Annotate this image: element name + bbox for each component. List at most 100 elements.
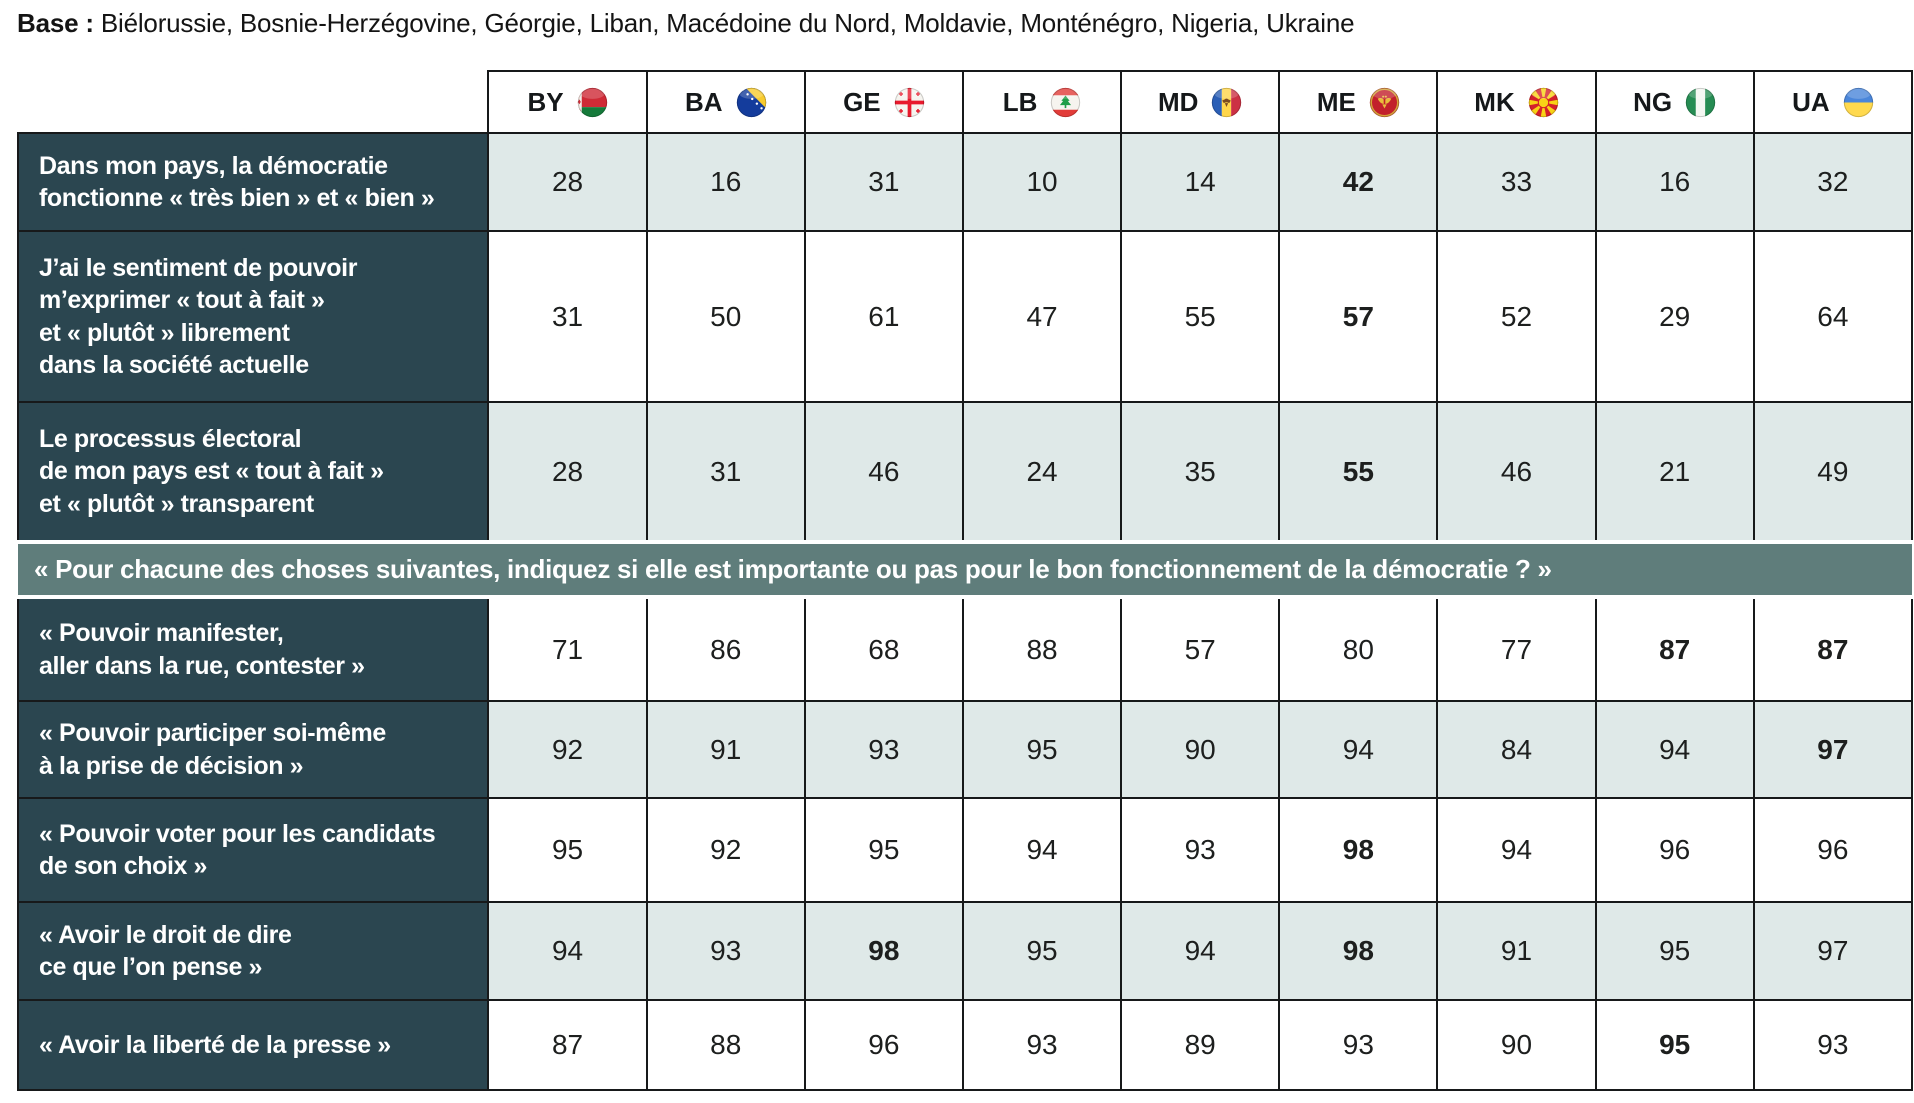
value-cell: 98 (803, 901, 964, 1001)
column-header-content: GE (843, 87, 925, 118)
lebanon-flag-icon (1050, 87, 1081, 118)
value-cell: 32 (1752, 132, 1914, 232)
table-row: « Avoir la liberté de la presse » 87 88 96 9… (16, 999, 1914, 1091)
value-cell: 71 (487, 596, 648, 702)
bosnia-herzegovina-flag-icon (736, 87, 767, 118)
table-row: « Pouvoir participer soi-même à la prise… (16, 700, 1914, 799)
value-cell: 50 (645, 230, 806, 403)
value-cell: 96 (803, 999, 964, 1091)
value-cell: 33 (1436, 132, 1597, 232)
column-header-content: BA (685, 87, 767, 118)
country-code-label: MD (1157, 86, 1199, 117)
table-row: « Pouvoir manifester, aller dans la rue,… (16, 596, 1914, 702)
country-code-label: NG (1633, 86, 1673, 117)
value-cell: 14 (1120, 132, 1281, 232)
column-header-ua: UA (1752, 70, 1914, 134)
value-cell: 90 (1436, 999, 1597, 1091)
row-label: J’ai le sentiment de pouvoir m’exprimer … (16, 230, 490, 403)
base-line: Base : Biélorussie, Bosnie-Herzégovine, … (0, 0, 1914, 39)
value-cell: 64 (1752, 230, 1914, 403)
value-cell: 98 (1278, 797, 1439, 903)
value-cell: 96 (1594, 797, 1755, 903)
value-cell: 52 (1436, 230, 1597, 403)
value-cell: 87 (1752, 596, 1914, 702)
value-cell: 91 (645, 700, 806, 799)
value-cell: 93 (1120, 797, 1281, 903)
value-cell: 86 (645, 596, 806, 702)
header-row: BY BA GE LB MD ME MK NG UA (18, 70, 1914, 134)
value-cell: 95 (961, 901, 1123, 1001)
north-macedonia-flag-icon (1528, 87, 1559, 118)
row-label: Le processus électoral de mon pays est «… (16, 401, 490, 543)
column-header-ge: GE (803, 70, 964, 134)
value-cell: 77 (1436, 596, 1597, 702)
nigeria-flag-icon (1685, 87, 1716, 118)
corner-cell (18, 71, 489, 133)
value-cell: 94 (1120, 901, 1281, 1001)
column-header-content: ME (1317, 87, 1400, 118)
row-label: « Pouvoir voter pour les candidats de so… (16, 797, 490, 903)
value-cell: 16 (645, 132, 806, 232)
base-label: Base : (17, 8, 94, 38)
value-cell: 46 (1436, 401, 1597, 543)
country-code-label: BA (684, 86, 723, 117)
column-header-md: MD (1120, 70, 1281, 134)
value-cell: 92 (487, 700, 648, 799)
value-cell: 61 (803, 230, 964, 403)
value-cell: 94 (1278, 700, 1439, 799)
value-cell: 57 (1278, 230, 1439, 403)
value-cell: 87 (487, 999, 648, 1091)
value-cell: 94 (961, 797, 1123, 903)
country-code-label: GE (843, 86, 881, 117)
column-header-lb: LB (961, 70, 1123, 134)
table-row: « Avoir le droit de dire ce que l’on pen… (16, 901, 1914, 1001)
value-cell: 42 (1278, 132, 1439, 232)
ukraine-flag-icon (1843, 87, 1874, 118)
value-cell: 94 (1594, 700, 1755, 799)
value-cell: 97 (1752, 901, 1914, 1001)
section-banner: « Pour chacune des choses suivantes, ind… (18, 540, 1912, 599)
row-label: « Pouvoir manifester, aller dans la rue,… (16, 596, 490, 702)
value-cell: 28 (487, 132, 648, 232)
value-cell: 10 (961, 132, 1123, 232)
column-header-ba: BA (645, 70, 806, 134)
value-cell: 88 (645, 999, 806, 1091)
value-cell: 29 (1594, 230, 1755, 403)
value-cell: 21 (1594, 401, 1755, 543)
value-cell: 47 (961, 230, 1123, 403)
value-cell: 80 (1278, 596, 1439, 702)
row-label: « Avoir le droit de dire ce que l’on pen… (16, 901, 490, 1001)
row-label: « Pouvoir participer soi-même à la prise… (16, 700, 490, 799)
value-cell: 31 (487, 230, 648, 403)
value-cell: 90 (1120, 700, 1281, 799)
value-cell: 89 (1120, 999, 1281, 1091)
value-cell: 46 (803, 401, 964, 543)
value-cell: 31 (803, 132, 964, 232)
value-cell: 95 (1594, 999, 1755, 1091)
survey-table: BY BA GE LB MD ME MK NG UA Dans mon pays, la démo… (16, 70, 1914, 1091)
column-header-content: MD (1158, 87, 1242, 118)
row-label: « Avoir la liberté de la presse » (16, 999, 490, 1091)
moldova-flag-icon (1211, 87, 1242, 118)
value-cell: 68 (803, 596, 964, 702)
country-code-label: BY (527, 86, 564, 117)
column-header-content: MK (1474, 87, 1558, 118)
column-header-content: BY (528, 87, 608, 118)
base-countries: Biélorussie, Bosnie-Herzégovine, Géorgie… (100, 8, 1355, 38)
value-cell: 88 (961, 596, 1123, 702)
value-cell: 95 (487, 797, 648, 903)
table-row: « Pouvoir voter pour les candidats de so… (16, 797, 1914, 903)
value-cell: 24 (961, 401, 1123, 543)
value-cell: 92 (645, 797, 806, 903)
value-cell: 95 (803, 797, 964, 903)
table-row: J’ai le sentiment de pouvoir m’exprimer … (16, 230, 1914, 403)
value-cell: 55 (1278, 401, 1439, 543)
value-cell: 94 (1436, 797, 1597, 903)
country-code-label: MK (1474, 86, 1515, 117)
column-header-content: UA (1792, 87, 1874, 118)
value-cell: 84 (1436, 700, 1597, 799)
column-header-by: BY (487, 70, 648, 134)
value-cell: 28 (487, 401, 648, 543)
value-cell: 91 (1436, 901, 1597, 1001)
